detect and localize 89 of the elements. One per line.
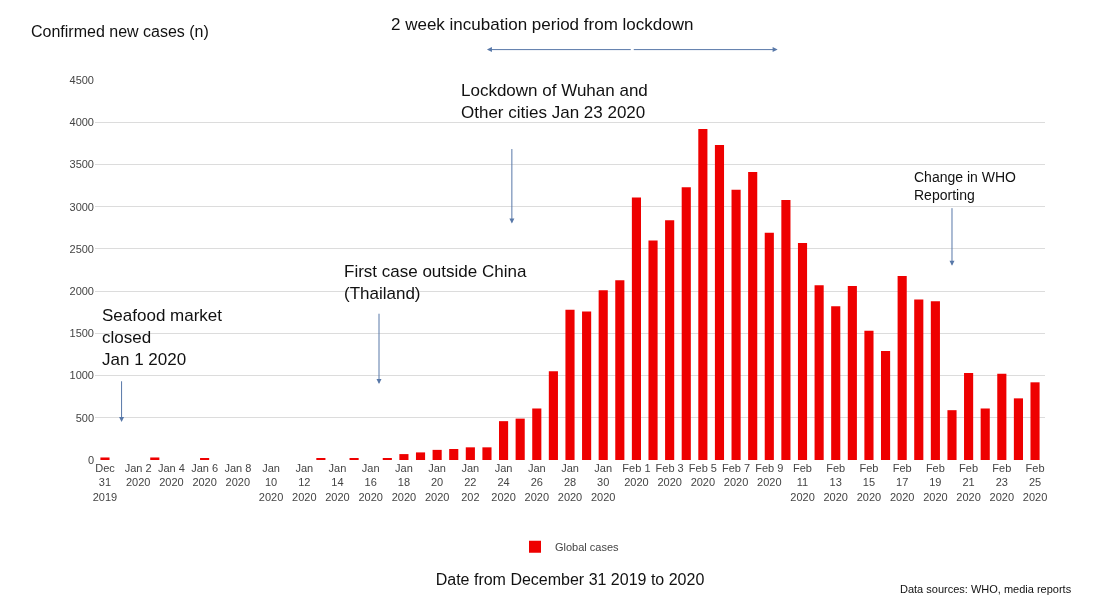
legend-label: Global cases xyxy=(555,540,620,553)
y-tick-label: 4500 xyxy=(69,73,94,86)
bar xyxy=(797,242,808,460)
x-tick-label: Jan 6 2020 xyxy=(191,462,219,489)
y-tick-label: 3500 xyxy=(69,158,94,171)
y-tick-label: 1500 xyxy=(69,327,94,340)
text: Data sources: WHO, media reports xyxy=(900,583,1072,595)
bar xyxy=(814,285,824,460)
y-tick-label: 1000 xyxy=(69,369,94,382)
bar xyxy=(515,418,525,460)
bar xyxy=(914,299,924,460)
x-tick-label: Feb 13 2020 xyxy=(823,462,848,503)
x-tick-label: Feb 17 2020 xyxy=(889,462,915,503)
bar xyxy=(781,199,791,460)
x-tick-label: Feb 1 2020 xyxy=(622,462,651,489)
x-tick-label: Feb 23 2020 xyxy=(989,462,1015,503)
bar xyxy=(532,408,542,460)
x-tick-label: Feb 9 2020 xyxy=(755,462,784,489)
x-tick-label: Jan 20 2020 xyxy=(424,462,450,503)
x-tick-label: Jan 28 2020 xyxy=(557,462,583,503)
bar xyxy=(864,330,874,460)
x-tick-label: Jan 4 2020 xyxy=(157,462,185,489)
bar xyxy=(615,280,625,460)
bar xyxy=(764,232,774,460)
bar xyxy=(880,351,891,460)
bar xyxy=(415,452,426,460)
y-tick-label: 500 xyxy=(75,411,94,424)
x-tick-label: Jan 8 2020 xyxy=(224,462,252,489)
bar xyxy=(698,128,708,460)
bar xyxy=(1030,382,1040,460)
bar xyxy=(665,220,675,460)
y-tick-label: 0 xyxy=(87,453,94,466)
x-tick-label: Feb 5 2020 xyxy=(688,462,717,489)
x-tick-label: Jan 12 2020 xyxy=(292,462,317,503)
x-tick-label: Jan 16 2020 xyxy=(358,462,383,503)
x-tick-label: Jan 2 2020 xyxy=(124,462,152,489)
bar xyxy=(714,145,725,460)
annotation: Change in WHO Reporting xyxy=(914,169,1017,204)
bar xyxy=(997,373,1007,460)
x-tick-label: Jan 30 2020 xyxy=(590,462,616,503)
bar xyxy=(100,457,110,460)
annotation: Lockdown of Wuhan and Other cities Jan 23 2020 xyxy=(461,81,648,123)
bar xyxy=(499,421,509,460)
bar xyxy=(831,306,841,460)
bar xyxy=(897,275,907,460)
bar xyxy=(565,309,575,460)
bar xyxy=(465,447,475,460)
bar xyxy=(631,197,641,460)
bar xyxy=(482,447,492,460)
bar xyxy=(150,457,160,460)
bar xyxy=(930,301,940,460)
y-tick-label: 2500 xyxy=(69,242,94,255)
x-tick-label: Jan 24 2020 xyxy=(491,462,516,503)
bar xyxy=(1013,398,1023,460)
bar xyxy=(731,189,741,460)
x-tick-label: Feb 3 2020 xyxy=(655,462,684,489)
x-axis-title: Date from December 31 2019 to 2020 xyxy=(435,571,705,589)
annotation: Seafood market closed Jan 1 2020 xyxy=(102,306,223,370)
x-tick-label: Feb 25 2020 xyxy=(1022,462,1048,503)
x-tick-label: Jan 22 202 xyxy=(461,462,480,503)
x-tick-label: Jan 14 2020 xyxy=(325,462,350,503)
x-tick-label: Feb 15 2020 xyxy=(856,462,882,503)
bar xyxy=(598,290,608,460)
y-tick-label: 2000 xyxy=(69,284,94,297)
y-tick-label: 4000 xyxy=(69,116,94,129)
annotation: First case outside China (Thailand) xyxy=(344,262,527,304)
bar xyxy=(748,172,758,460)
bar xyxy=(847,286,857,460)
y-axis-title: Confirmed new cases (n) xyxy=(31,23,209,40)
bar xyxy=(548,371,558,460)
y-tick-label: 3000 xyxy=(69,200,94,213)
x-tick-label: Feb 11 2020 xyxy=(790,462,815,503)
bar xyxy=(449,449,459,460)
bar xyxy=(681,187,691,460)
bar xyxy=(947,410,957,460)
bar xyxy=(648,240,658,460)
bar xyxy=(964,373,974,460)
bar xyxy=(582,311,592,460)
bar xyxy=(399,454,409,460)
bar xyxy=(980,408,990,460)
x-tick-label: Feb 19 2020 xyxy=(923,462,948,503)
x-tick-label: Dec 31 2019 xyxy=(92,462,118,503)
x-tick-label: Feb 21 2020 xyxy=(956,462,981,503)
x-tick-label: Jan 26 2020 xyxy=(524,462,550,503)
x-tick-label: Jan 18 2020 xyxy=(391,462,417,503)
text: 2 week incubation period from lockdown xyxy=(391,15,694,34)
x-tick-label: Jan 10 2020 xyxy=(258,462,284,503)
bar xyxy=(432,449,442,460)
x-tick-label: Feb 7 2020 xyxy=(722,462,751,489)
